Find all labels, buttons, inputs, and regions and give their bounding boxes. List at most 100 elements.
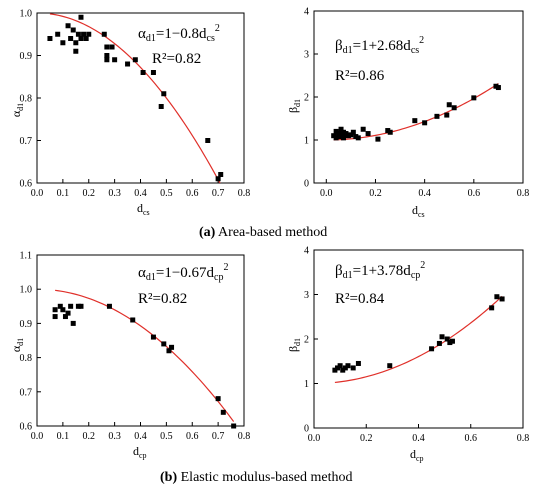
x-tick-label: 0.3: [108, 431, 121, 442]
data-point: [499, 296, 505, 302]
x-tick-label: 0.3: [108, 188, 121, 199]
data-point: [365, 131, 371, 137]
data-point: [73, 40, 79, 46]
data-point: [434, 113, 440, 119]
fit-curve: [333, 83, 499, 141]
data-point: [444, 336, 450, 342]
data-point: [429, 346, 435, 352]
data-point: [55, 31, 61, 37]
x-tick-label: 0.4: [134, 431, 147, 442]
data-point: [78, 14, 84, 20]
data-point: [68, 303, 74, 309]
y-tick-label: 2: [304, 335, 309, 346]
fit-equation: βd1=1+3.78dcp2: [335, 260, 425, 281]
y-axis-label: αd1: [9, 103, 25, 117]
data-point: [444, 112, 450, 118]
y-tick-label: 0.7: [20, 387, 33, 398]
caption-b-text: Elastic modulus-based method: [177, 470, 352, 485]
y-tick-label: 4: [304, 246, 309, 257]
data-point: [387, 129, 393, 135]
data-point: [104, 44, 110, 50]
data-point: [104, 57, 110, 63]
y-tick-label: 3: [304, 50, 309, 61]
data-point: [422, 120, 428, 126]
data-point: [101, 31, 107, 37]
data-point: [332, 367, 338, 373]
y-tick-label: 1.1: [20, 251, 33, 262]
data-point: [489, 305, 495, 311]
data-point: [150, 70, 156, 75]
data-point: [355, 135, 361, 141]
data-point: [340, 367, 346, 373]
data-point: [342, 365, 348, 371]
x-axis-label: dcp: [410, 447, 424, 463]
data-point: [350, 129, 356, 135]
data-point: [439, 334, 445, 340]
y-tick-label: 0.9: [20, 51, 33, 62]
data-point: [161, 341, 167, 347]
data-point: [68, 36, 74, 41]
x-tick-label: 0.1: [57, 188, 70, 199]
y-tick-label: 0.7: [20, 136, 33, 147]
data-point: [47, 36, 53, 41]
x-tick-label: 0.2: [360, 433, 373, 444]
y-tick-label: 0.6: [20, 422, 33, 433]
data-point: [215, 176, 221, 182]
x-tick-label: 0.5: [160, 431, 173, 442]
data-point: [436, 340, 442, 346]
data-point: [86, 31, 92, 37]
data-point: [132, 57, 138, 63]
data-point: [231, 423, 237, 429]
x-tick-label: 0.4: [134, 188, 147, 199]
y-axis-label: βd1: [286, 338, 302, 352]
data-point: [350, 365, 356, 371]
data-point: [471, 95, 477, 101]
x-tick-label: 0.4: [412, 433, 425, 444]
x-tick-label: 0.6: [186, 431, 199, 442]
fit-equation: αd1=1−0.67dcp2: [138, 262, 228, 283]
panel-a-alpha: 0.0 0.1 0.2 0.3 0.4 0.5 0.6 0.7 0.8 0.6 0.7 0.8 0.9 1…: [9, 9, 250, 218]
data-point: [62, 314, 68, 320]
fit-equation: αd1=1−0.8dcs2: [138, 23, 220, 44]
caption-b: (b) Elastic modulus-based method: [160, 470, 352, 485]
data-point: [215, 396, 221, 402]
data-point: [75, 303, 81, 309]
x-tick-label: 0.2: [83, 431, 96, 442]
data-point: [360, 126, 366, 132]
r-squared: R²=0.82: [138, 291, 187, 307]
data-point: [60, 307, 66, 313]
data-point: [78, 36, 84, 41]
data-point: [104, 53, 110, 58]
y-tick-label: 0: [304, 179, 309, 190]
y-tick-label: 2: [304, 93, 309, 104]
panel-b-beta: 0.0 0.2 0.4 0.6 0.8 0 1 2 3 4 βd1=1+3.78dcp2 R²=0.8…: [286, 246, 529, 464]
x-tick-label: 0.8: [238, 188, 251, 199]
panel-a-beta: 0.0 0.2 0.4 0.6 0.8 0 1 2 3 4 βd1=1+2.68dcs2 R²=0.8…: [286, 7, 529, 220]
data-point: [70, 320, 76, 326]
y-tick-label: 0.9: [20, 319, 33, 330]
data-point: [78, 303, 84, 309]
data-point: [52, 307, 58, 313]
data-point: [348, 132, 354, 138]
x-tick-label: 0.6: [186, 188, 199, 199]
data-point: [125, 61, 131, 67]
data-point: [60, 40, 66, 46]
y-tick-label: 0.8: [20, 94, 33, 105]
data-point: [140, 70, 146, 75]
data-point: [70, 27, 76, 33]
data-point: [57, 303, 63, 309]
data-point: [335, 365, 341, 371]
data-point: [112, 57, 118, 63]
fit-curve: [334, 295, 503, 384]
y-tick-label: 1: [304, 136, 309, 147]
y-tick-label: 3: [304, 290, 309, 301]
y-tick-label: 1.0: [20, 285, 33, 296]
data-point: [387, 363, 393, 369]
x-tick-label: 0.2: [83, 188, 96, 199]
data-point: [65, 23, 71, 29]
data-point: [166, 348, 172, 354]
data-point: [73, 48, 79, 54]
data-point: [375, 136, 381, 142]
y-axis-label: αd1: [9, 338, 25, 352]
x-axis-label: dcp: [133, 444, 147, 460]
